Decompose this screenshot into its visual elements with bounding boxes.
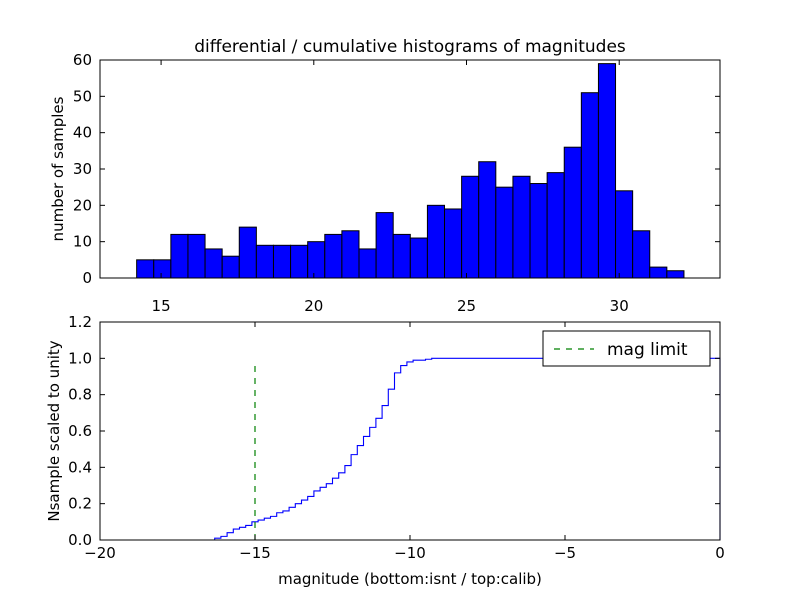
histogram-bar: [563, 146, 582, 279]
histogram-bar: [615, 190, 634, 279]
histogram-bar: [649, 266, 668, 279]
legend-label: mag limit: [607, 340, 688, 360]
x-tick-label: 15: [152, 297, 171, 315]
y-tick-label: 0: [82, 269, 92, 287]
y-tick-label: 50: [73, 87, 92, 105]
y-axis-ticks: 0 10 20 30 40 50 60: [73, 51, 720, 287]
x-tick-label: −10: [394, 544, 426, 562]
histogram-bar: [341, 230, 360, 279]
histogram-bar: [632, 230, 651, 279]
histogram-bar: [204, 248, 223, 279]
histogram-bar: [495, 186, 514, 279]
histogram-bar: [153, 259, 172, 279]
histogram-bar: [324, 233, 343, 279]
histogram-bar: [478, 161, 497, 279]
cumulative-step-line: [100, 357, 721, 541]
histogram-bar: [461, 175, 480, 279]
histogram-bar: [272, 244, 292, 279]
cumulative-chart: 0.0 0.2 0.4 0.6 0.8 1.0 1.2 −20 −15 −10 −5 0 magni…: [45, 313, 725, 588]
x-tick-label: 20: [304, 297, 323, 315]
x-tick-label: −20: [84, 544, 116, 562]
y-axis-label: number of samples: [49, 96, 67, 241]
y-tick-label: 0.2: [68, 495, 92, 513]
x-axis-ticks: 15 20 25 30: [152, 60, 629, 315]
histogram-bar: [512, 175, 531, 279]
x-tick-label: −15: [239, 544, 271, 562]
y-axis-ticks: 0.0 0.2 0.4 0.6 0.8 1.0 1.2: [68, 313, 720, 549]
histogram-bar: [255, 244, 274, 279]
y-tick-label: 0.0: [68, 531, 92, 549]
histogram-bar: [221, 255, 240, 279]
histogram-bar: [307, 241, 326, 279]
chart-title: differential / cumulative histograms of …: [194, 37, 626, 57]
x-tick-label: 25: [457, 297, 476, 315]
histogram-bar: [546, 172, 565, 279]
plot-frame: [99, 59, 721, 279]
y-tick-label: 60: [73, 51, 92, 69]
plot-frame: [99, 321, 721, 541]
y-tick-label: 1.2: [68, 313, 92, 331]
legend: mag limit: [542, 330, 711, 367]
histogram-bar: [358, 248, 377, 279]
y-tick-label: 0.4: [68, 458, 92, 476]
histogram-bar: [170, 233, 189, 279]
x-tick-label: −5: [554, 544, 576, 562]
x-tick-label: 0: [715, 544, 725, 562]
histogram-bar: [238, 226, 257, 279]
histogram-chart: differential / cumulative histograms of …: [49, 37, 721, 315]
histogram-bar: [409, 237, 428, 279]
histogram-bar: [444, 208, 463, 279]
histogram-bar: [392, 233, 411, 279]
y-tick-label: 20: [73, 196, 92, 214]
x-axis-ticks: −20 −15 −10 −5 0: [84, 322, 725, 562]
x-axis-label: magnitude (bottom:isnt / top:calib): [278, 570, 542, 588]
y-tick-label: 0.6: [68, 422, 92, 440]
histogram-bar: [290, 244, 309, 279]
histogram-bar: [597, 63, 617, 279]
y-tick-label: 1.0: [68, 349, 92, 367]
histogram-bar: [136, 259, 155, 279]
histogram-bar: [375, 212, 394, 279]
histogram-bars: [136, 63, 685, 279]
histogram-bar: [529, 183, 548, 279]
x-tick-label: 30: [610, 297, 629, 315]
cumulative-lines: [100, 357, 721, 541]
histogram-bar: [187, 233, 206, 279]
y-tick-label: 30: [73, 160, 92, 178]
y-tick-label: 10: [73, 233, 92, 251]
y-axis-label: Nsample scaled to unity: [45, 340, 63, 521]
histogram-bar: [426, 204, 446, 279]
histogram-bar: [666, 270, 685, 279]
y-tick-label: 40: [73, 124, 92, 142]
y-tick-label: 0.8: [68, 386, 92, 404]
histogram-bar: [580, 92, 599, 279]
